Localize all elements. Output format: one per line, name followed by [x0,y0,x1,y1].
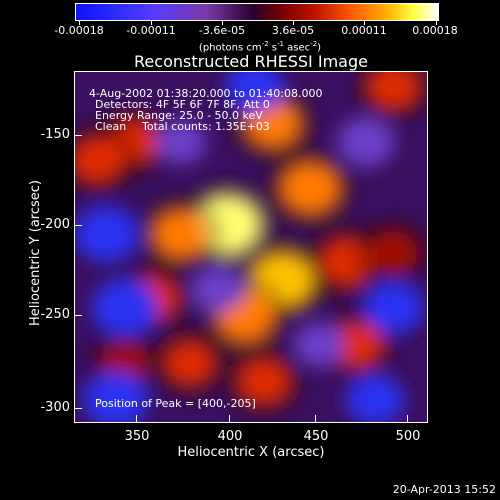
colorbar-tick [364,21,365,25]
heatmap-negative-source [75,205,139,263]
heatmap-positive-source [369,231,419,274]
x-axis-label: Heliocentric X (arcsec) [177,445,325,460]
x-tick [407,415,408,423]
colorbar [75,3,439,21]
annotation-detectors: Detectors: 4F 5F 6F 7F 8F, Att 0 [95,98,270,111]
heatmap-negative-source [363,281,425,335]
heatmap-negative-source [91,278,159,337]
y-tick-label: -200 [40,217,70,232]
annotation-energy: Energy Range: 25.0 - 50.0 keV [95,109,263,122]
x-tick-label: 500 [395,429,421,444]
colorbar-tick [151,21,152,25]
y-tick-label: -150 [40,127,70,142]
x-tick-label: 350 [124,429,150,444]
x-tick [315,415,316,423]
heatmap-negative-source [191,266,244,313]
heatmap-positive-source [164,341,216,386]
heatmap-plot: 4-Aug-2002 01:38:20.000 to 01:40:08.000 … [74,71,428,423]
colorbar-tick-label: 3.6e-05 [271,24,315,37]
heatmap-positive-source [330,321,383,368]
heatmap-negative-source [155,120,206,164]
colorbar-tick-label: 0.00018 [412,24,458,37]
colorbar-unit-label: (photons cm-2 s-1 asec-2) [198,40,322,54]
heatmap-positive-source [192,194,262,255]
x-tick [229,415,230,423]
footer-timestamp: 20-Apr-2013 15:52 [392,483,496,496]
heatmap-positive-source [75,137,124,184]
heatmap-negative-source [83,371,149,422]
heatmap-positive-source [250,252,315,309]
heatmap-contour-gap [205,280,286,354]
heatmap-contour-gap [141,198,220,270]
annotation-method: Clean [95,120,127,133]
heatmap-positive-source [279,161,341,215]
heatmap-contour-gap [226,347,302,416]
annotation-peak: Position of Peak = [400,-205] [95,397,256,410]
heatmap-contour-gap [356,72,427,121]
heatmap-contour-gap [75,126,135,195]
heatmap-positive-source [237,358,291,405]
y-tick [74,135,82,136]
heatmap-positive-source [320,237,375,286]
heatmap-positive-source [152,209,209,259]
colorbar-tick [436,21,437,25]
heatmap-negative-source [337,117,395,167]
colorbar-tick-label: -0.00018 [54,24,104,37]
heatmap-positive-source [367,72,420,110]
y-tick [74,408,82,409]
colorbar-tick-label: -0.00011 [126,24,176,37]
heatmap-contour-gap [268,150,352,226]
y-tick-label: -250 [40,307,70,322]
colorbar-tick-label: -3.6e-05 [198,24,246,37]
colorbar-tick [222,21,223,25]
colorbar-tick [79,21,80,25]
y-axis-label: Heliocentric Y (arcsec) [28,180,43,326]
annotation-time-range: 4-Aug-2002 01:38:20.000 to 01:40:08.000 [89,87,323,100]
heatmap-negative-source [345,374,405,422]
y-tick [74,225,82,226]
annotation-total-counts: Total counts: 1.35E+03 [142,120,270,133]
x-tick-label: 450 [303,429,329,444]
colorbar-tick-label: 0.00011 [341,24,387,37]
x-tick [136,415,137,423]
y-tick-label: -300 [40,400,70,415]
y-tick [74,315,82,316]
heatmap-image [75,72,427,422]
heatmap-negative-source [294,322,345,367]
heatmap-negative-source [225,72,285,113]
x-tick-label: 400 [217,429,243,444]
plot-title: Reconstructed RHESSI Image [134,52,368,71]
colorbar-tick [293,21,294,25]
